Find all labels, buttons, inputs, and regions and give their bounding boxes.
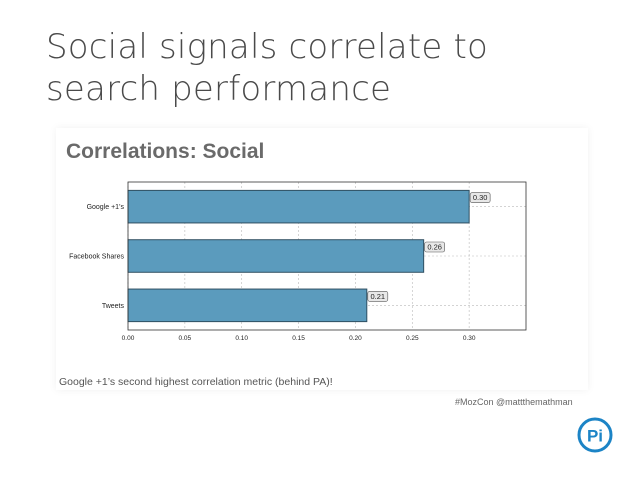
- bars: [127, 189, 470, 323]
- category-label: Tweets: [102, 303, 125, 310]
- x-tick-label: 0.25: [406, 335, 419, 342]
- bar: [127, 189, 470, 224]
- x-tick-label: 0.20: [349, 335, 362, 342]
- slide-title: Social signals correlate to search perfo…: [46, 27, 489, 109]
- slide-caption: Google +1’s second highest correlation m…: [59, 376, 333, 388]
- category-label: Facebook Shares: [69, 254, 124, 261]
- pi-logo: Pi: [577, 417, 613, 453]
- bar-chart: 0.00 0.05 0.10 0.15 0.20 0.25 0.30 Google +1’s 0…: [69, 181, 527, 342]
- x-tick-label: 0.05: [179, 335, 192, 342]
- pi-logo-ring: [577, 417, 613, 453]
- x-tick-label: 0.30: [463, 335, 476, 342]
- x-tick-label: 0.00: [122, 335, 135, 342]
- labels: 0.00 0.05 0.10 0.15 0.20 0.25 0.30 Google +1’s 0…: [69, 192, 491, 342]
- chart-panel: Correlations: Social 0.00 0.05 0.10 0.15 0.2…: [56, 128, 588, 390]
- x-tick-label: 0.10: [235, 335, 248, 342]
- data-label: 0.26: [427, 243, 442, 252]
- data-label-box: [469, 192, 491, 203]
- data-label: 0.21: [370, 292, 385, 301]
- data-label: 0.30: [473, 193, 488, 202]
- hashtag-handle: #MozCon @mattthemathman: [455, 397, 573, 407]
- x-tick-label: 0.15: [292, 335, 305, 342]
- pi-logo-text: Pi: [587, 427, 603, 446]
- bar: [127, 239, 425, 273]
- plot-frame: [127, 181, 527, 331]
- data-label-box: [367, 291, 389, 302]
- data-label-box: [424, 241, 445, 253]
- category-label: Google +1’s: [87, 204, 125, 211]
- chart-title: Correlations: Social: [66, 140, 265, 163]
- bar: [127, 288, 368, 323]
